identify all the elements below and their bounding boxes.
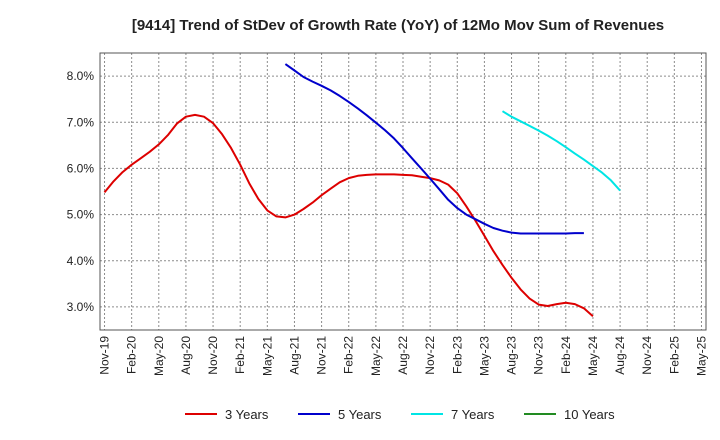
chart-title: [9414] Trend of StDev of Growth Rate (Yo… [132,17,664,34]
series-line-5-years [284,63,584,235]
x-tick-label: May-20 [152,336,166,376]
y-tick-label: 5.0% [67,208,95,222]
x-tick-label: Nov-24 [640,336,654,375]
x-tick-label: Nov-22 [423,336,437,375]
grid [100,53,706,330]
series-layer [103,63,621,317]
x-tick-label: Nov-21 [315,336,329,375]
x-tick-label: Nov-20 [206,336,220,375]
series-line-3-years [103,113,594,317]
x-tick-label: May-21 [260,336,274,376]
legend-label-5-years: 5 Years [338,407,382,422]
x-tick-label: Nov-19 [98,336,112,375]
x-tick-label: May-25 [694,336,708,376]
legend-label-7-years: 7 Years [451,407,495,422]
x-tick-label: Feb-23 [450,336,464,374]
y-tick-label: 3.0% [67,300,95,314]
x-tick-label: Aug-24 [613,336,627,375]
x-tick-label: May-23 [477,336,491,376]
x-tick-label: Aug-23 [505,336,519,375]
y-tick-label: 4.0% [67,254,95,268]
plot-area [99,52,707,331]
y-tick-label: 6.0% [67,161,95,175]
y-axis: 3.0% 4.0% 5.0% 6.0% 7.0% 8.0% [67,69,95,314]
legend-label-10-years: 10 Years [564,407,615,422]
x-axis: Nov-19 Feb-20 May-20 Aug-20 Nov-20 Feb-21 May-… [98,336,709,376]
x-tick-label: May-22 [369,336,383,376]
x-tick-label: Feb-21 [233,336,247,374]
x-tick-label: May-24 [586,336,600,376]
legend-label-3-years: 3 Years [225,407,269,422]
x-tick-label: Feb-20 [125,336,139,374]
x-tick-label: Aug-22 [396,336,410,375]
x-tick-label: Aug-20 [179,336,193,375]
x-tick-label: Nov-23 [532,336,546,375]
legend: 3 Years 5 Years 7 Years 10 Years [185,407,615,422]
y-tick-label: 8.0% [67,69,95,83]
x-tick-label: Feb-25 [667,336,681,374]
series-line-7-years [501,110,621,192]
x-tick-label: Aug-21 [287,336,301,375]
y-tick-label: 7.0% [67,115,95,129]
x-tick-label: Feb-24 [559,336,573,374]
x-tick-label: Feb-22 [342,336,356,374]
